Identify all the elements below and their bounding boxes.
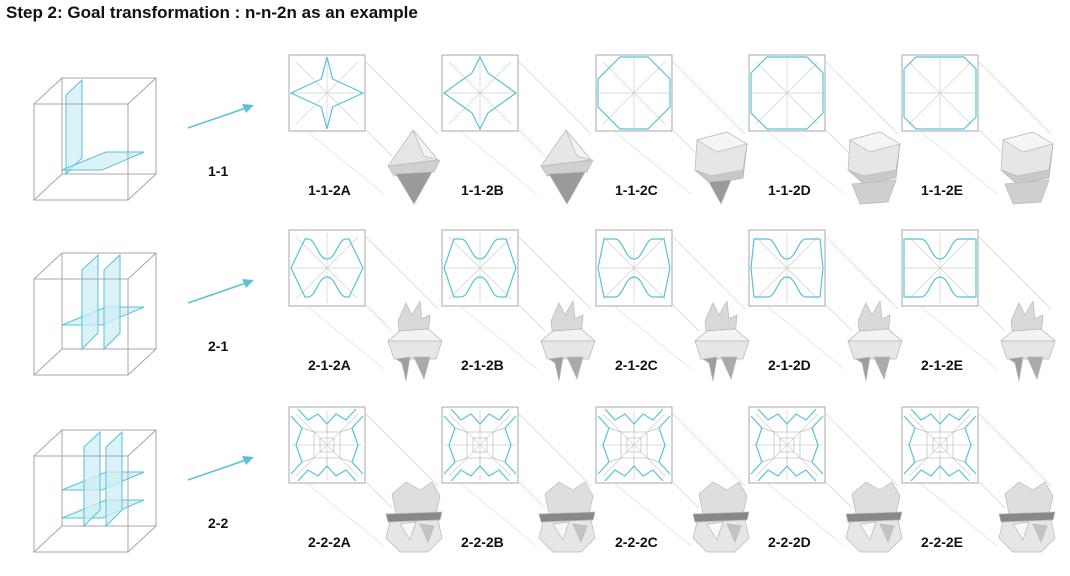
octagon-crease-pattern-icon bbox=[595, 54, 673, 132]
variant-label: 1-1-2A bbox=[308, 182, 351, 198]
wave-crease-pattern-icon bbox=[595, 229, 673, 307]
variant-label: 2-2-2C bbox=[615, 534, 658, 550]
folded-shape-icon bbox=[540, 301, 596, 381]
grid-crease-pattern-icon bbox=[288, 406, 366, 484]
variant-label: 2-1-2E bbox=[921, 357, 964, 373]
variant-label: 2-2-2B bbox=[461, 534, 504, 550]
variant-panel: 2-1-2E bbox=[901, 229, 1070, 399]
variant-label: 1-1-2B bbox=[461, 182, 504, 198]
transform-arrow-icon bbox=[187, 279, 254, 304]
variant-label: 2-2-2E bbox=[921, 534, 964, 550]
star-crease-pattern-icon bbox=[441, 54, 519, 132]
page-title: Step 2: Goal transformation : n-n-2n as … bbox=[6, 3, 418, 22]
variant-panel: 2-2-2A bbox=[288, 406, 488, 576]
wave-crease-pattern-icon bbox=[288, 229, 366, 307]
wave-crease-pattern-icon bbox=[901, 229, 979, 307]
variant-panel: 2-1-2B bbox=[441, 229, 641, 399]
variant-label: 2-2-2D bbox=[768, 534, 811, 550]
folded-shape-icon bbox=[387, 301, 443, 381]
transform-arrow-icon bbox=[187, 104, 254, 129]
row-label: 2-1 bbox=[208, 338, 229, 354]
folded-shape-icon bbox=[1000, 301, 1056, 381]
variant-label: 2-2-2A bbox=[308, 534, 351, 550]
folded-shape-icon bbox=[538, 481, 596, 553]
cube-four-planes-icon bbox=[33, 429, 157, 553]
variant-label: 1-1-2D bbox=[768, 182, 811, 198]
star-crease-pattern-icon bbox=[288, 54, 366, 132]
variant-panel: 1-1-2E bbox=[901, 54, 1070, 224]
folded-shape-icon bbox=[694, 301, 750, 381]
wave-crease-pattern-icon bbox=[748, 229, 826, 307]
variant-panel: 2-1-2D bbox=[748, 229, 948, 399]
octagon-crease-pattern-icon bbox=[748, 54, 826, 132]
folded-shape-icon bbox=[692, 481, 750, 553]
variant-label: 2-1-2D bbox=[768, 357, 811, 373]
row-label: 2-2 bbox=[208, 515, 229, 531]
variant-panel: 1-1-2D bbox=[748, 54, 948, 224]
wave-crease-pattern-icon bbox=[441, 229, 519, 307]
folded-shape-icon bbox=[847, 301, 903, 381]
folded-shape-icon bbox=[845, 481, 903, 553]
grid-crease-pattern-icon bbox=[748, 406, 826, 484]
row-label: 1-1 bbox=[208, 163, 229, 179]
folded-shape-icon bbox=[847, 131, 901, 205]
grid-crease-pattern-icon bbox=[901, 406, 979, 484]
variant-label: 1-1-2C bbox=[615, 182, 658, 198]
cube-two-planes-icon bbox=[33, 77, 157, 201]
folded-shape-icon bbox=[540, 129, 594, 205]
folded-shape-icon bbox=[1000, 131, 1054, 205]
folded-shape-icon bbox=[387, 129, 441, 205]
grid-crease-pattern-icon bbox=[595, 406, 673, 484]
variant-panel: 2-2-2E bbox=[901, 406, 1070, 576]
folded-shape-icon bbox=[385, 481, 443, 553]
folded-shape-icon bbox=[998, 481, 1056, 553]
transform-arrow-icon bbox=[187, 456, 254, 481]
variant-label: 2-1-2A bbox=[308, 357, 351, 373]
variant-label: 2-1-2C bbox=[615, 357, 658, 373]
cube-three-planes-icon bbox=[33, 252, 157, 376]
folded-shape-icon bbox=[694, 131, 748, 205]
variant-label: 2-1-2B bbox=[461, 357, 504, 373]
variant-label: 1-1-2E bbox=[921, 182, 964, 198]
grid-crease-pattern-icon bbox=[441, 406, 519, 484]
octagon-crease-pattern-icon bbox=[901, 54, 979, 132]
